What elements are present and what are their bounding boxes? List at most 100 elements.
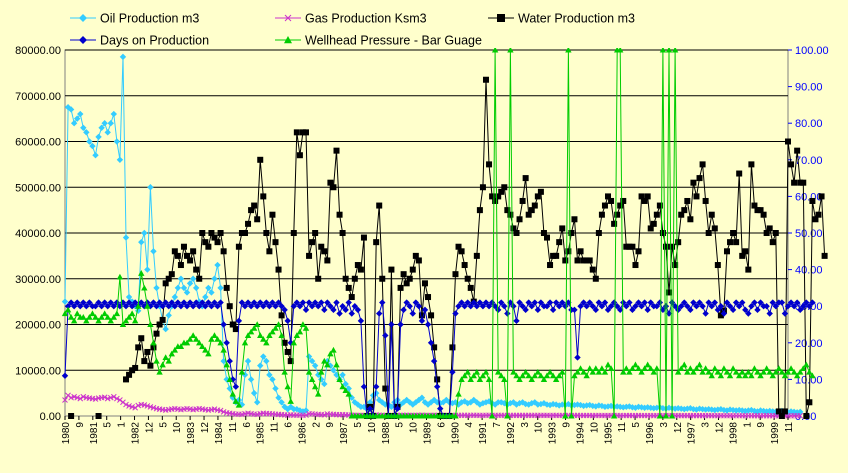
data-point	[809, 299, 816, 306]
data-point	[690, 299, 697, 306]
data-point	[153, 330, 160, 337]
data-point	[723, 248, 730, 255]
data-point	[315, 275, 322, 282]
data-point	[95, 299, 102, 306]
data-point	[64, 306, 72, 313]
data-point	[250, 324, 258, 331]
data-point	[632, 262, 639, 269]
data-point	[507, 299, 514, 306]
data-point	[580, 257, 587, 264]
data-point	[562, 303, 569, 310]
data-point	[803, 299, 810, 306]
data-point	[467, 376, 474, 382]
data-point	[153, 303, 160, 310]
data-point	[513, 230, 520, 236]
data-point	[760, 211, 767, 218]
data-point	[605, 193, 612, 200]
data-point	[568, 412, 575, 419]
data-point	[626, 243, 633, 250]
data-point	[190, 248, 197, 255]
data-point	[641, 197, 648, 204]
data-point	[650, 220, 657, 227]
data-point	[720, 310, 728, 317]
data-point	[110, 313, 118, 320]
data-point	[815, 211, 822, 218]
data-point	[812, 216, 819, 223]
data-point	[549, 400, 557, 408]
data-point	[110, 110, 118, 118]
x-tick-label: 3	[701, 422, 712, 428]
data-point	[580, 402, 587, 410]
data-point	[89, 142, 96, 150]
data-point	[67, 299, 75, 306]
data-point	[485, 303, 493, 310]
data-point	[95, 133, 102, 141]
data-point	[144, 299, 151, 306]
data-point	[107, 317, 114, 324]
data-point	[653, 211, 660, 218]
data-point	[678, 303, 685, 310]
data-point	[186, 335, 194, 342]
data-point	[131, 299, 139, 306]
x-tick-label: 11	[784, 422, 795, 433]
data-point	[632, 303, 639, 310]
data-point	[562, 412, 569, 419]
series-3	[61, 299, 816, 420]
data-point	[388, 321, 395, 328]
data-point	[690, 405, 697, 413]
data-point	[168, 350, 175, 357]
data-point	[714, 262, 721, 269]
data-point	[714, 306, 722, 314]
right-tick-label: 100.00	[795, 45, 829, 57]
data-point	[562, 257, 569, 264]
data-point	[177, 303, 185, 310]
data-point	[711, 225, 718, 232]
data-point	[629, 243, 636, 250]
data-point	[525, 299, 532, 306]
data-point	[421, 280, 428, 287]
data-point	[269, 299, 276, 306]
data-point	[732, 407, 740, 414]
data-point	[775, 408, 782, 415]
data-point	[754, 306, 761, 314]
data-point	[650, 368, 657, 375]
data-point	[550, 252, 557, 259]
data-point	[409, 266, 416, 273]
data-point	[705, 368, 712, 375]
data-point	[797, 412, 804, 419]
data-point	[543, 372, 551, 379]
data-point	[803, 361, 810, 368]
data-point	[196, 275, 203, 282]
x-tick-label: 1993	[548, 422, 559, 445]
data-point	[211, 299, 218, 306]
data-point	[150, 299, 157, 306]
data-point	[626, 403, 633, 410]
data-point	[717, 405, 725, 413]
data-point	[138, 299, 145, 306]
x-tick-label: 3	[659, 422, 670, 428]
data-point	[705, 230, 712, 236]
data-point	[138, 238, 145, 246]
data-point	[531, 202, 538, 209]
data-point	[348, 310, 355, 317]
data-point	[650, 405, 657, 412]
data-point	[675, 239, 682, 246]
x-tick-label: 12	[200, 422, 211, 434]
data-point	[589, 266, 596, 273]
data-point	[162, 280, 169, 287]
data-point	[184, 252, 191, 259]
x-tick-label: 9	[562, 422, 573, 428]
data-point	[745, 266, 752, 273]
data-point	[626, 299, 633, 306]
data-point	[452, 310, 459, 317]
data-point	[220, 321, 227, 328]
data-point	[135, 344, 142, 351]
left-tick-label: 30000.00	[15, 274, 61, 286]
data-point	[107, 120, 114, 127]
data-point	[339, 383, 346, 390]
data-point	[333, 147, 340, 154]
data-point	[565, 248, 572, 255]
data-point	[708, 211, 715, 218]
data-point	[241, 339, 249, 346]
